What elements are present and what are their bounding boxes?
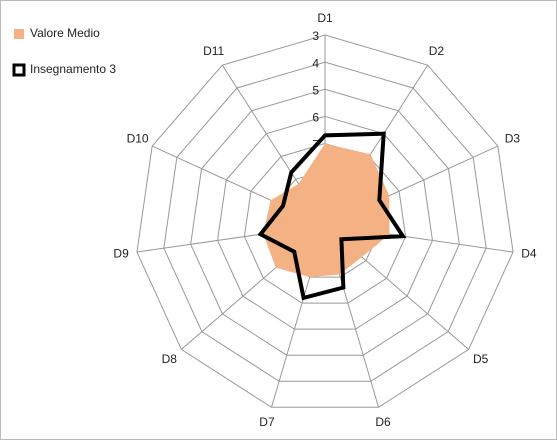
r-tick-label: 6 — [312, 111, 319, 125]
r-tick-label: 5 — [312, 83, 319, 97]
grid-ring — [163, 61, 487, 382]
axis-label: D4 — [521, 246, 537, 260]
grid-ring — [136, 34, 514, 408]
axis-label: D2 — [429, 44, 445, 58]
legend-label: Valore Medio — [30, 26, 100, 40]
axis-label: D1 — [317, 11, 333, 25]
axis-label: D10 — [127, 132, 149, 146]
legend-label: Insegnamento 3 — [30, 62, 116, 76]
axis-label: D8 — [162, 352, 178, 366]
axis-label: D6 — [375, 415, 391, 429]
legend-swatch — [14, 29, 24, 39]
grid-ring — [217, 115, 433, 330]
axis-label: D7 — [259, 415, 275, 429]
r-tick-label: 4 — [312, 56, 319, 70]
r-tick-label: 3 — [312, 29, 319, 43]
series-area — [263, 143, 390, 278]
grid-ring — [190, 88, 460, 356]
axis-label: D11 — [203, 44, 224, 58]
axis-label: D3 — [505, 132, 521, 146]
series-area — [257, 131, 407, 301]
axis-label: D9 — [113, 246, 129, 260]
grid-ring — [243, 143, 407, 304]
axis-label: D5 — [473, 352, 489, 366]
legend-swatch — [12, 63, 26, 77]
